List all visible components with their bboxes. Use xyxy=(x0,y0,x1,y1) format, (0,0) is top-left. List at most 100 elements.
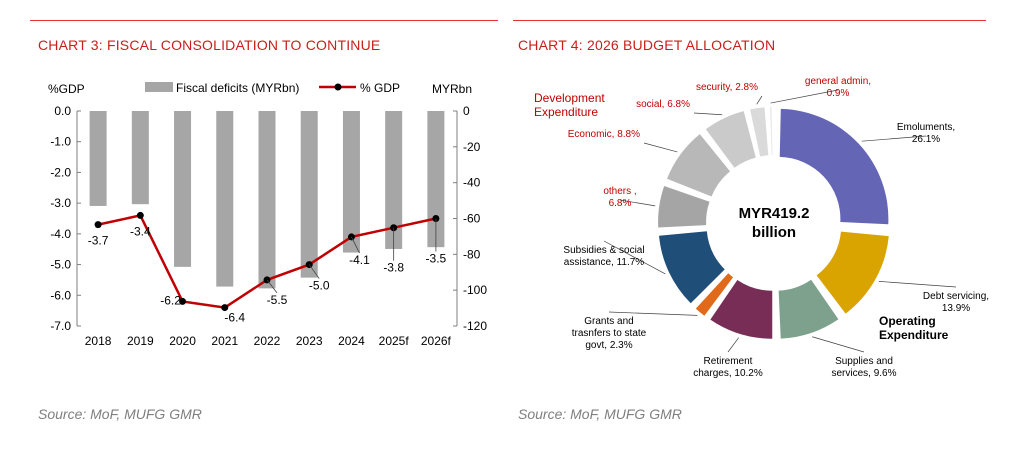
left-tick-label: -4.0 xyxy=(50,227,71,241)
chart4-plot: Emoluments, 26.1% Debt servicing, 13.9% Supp… xyxy=(534,76,989,379)
right-tick-label: -120 xyxy=(463,319,487,333)
data-label: -5.5 xyxy=(267,293,288,307)
slice-10 xyxy=(750,107,769,157)
slice-leader xyxy=(756,95,763,105)
right-tick-label: -40 xyxy=(463,176,481,190)
gdp-point-2021 xyxy=(221,304,229,312)
x-tick-label: 2020 xyxy=(169,334,196,348)
right-tick-label: -80 xyxy=(463,247,481,261)
bar-2023 xyxy=(300,111,318,278)
x-tick-label: 2023 xyxy=(296,334,323,348)
slice-8 xyxy=(666,134,731,197)
data-label: -4.1 xyxy=(349,253,370,267)
slice-leader xyxy=(878,281,957,288)
group-label-development: Development Expenditure xyxy=(534,91,605,119)
slice-leader xyxy=(608,311,698,316)
right-tick-label: -20 xyxy=(463,140,481,154)
data-label-leader xyxy=(266,279,278,294)
slice-label: social, 6.8% xyxy=(636,99,690,110)
slice-leader xyxy=(603,240,666,275)
gdp-point-2020 xyxy=(179,297,187,305)
x-tick-label: 2024 xyxy=(338,334,365,348)
slice-11 xyxy=(770,107,773,156)
x-tick-label: 2026f xyxy=(421,334,452,348)
legend-bar-label: Fiscal deficits (MYRbn) xyxy=(176,81,299,95)
data-label: -3.8 xyxy=(383,261,404,275)
slice-leader xyxy=(812,336,865,353)
center-value: MYR419.2 xyxy=(739,205,810,222)
slice-label: general admin, 0.9% xyxy=(805,76,871,99)
left-tick-label: -6.0 xyxy=(50,288,71,302)
slice-label: Supplies and services, 9.6% xyxy=(831,356,896,379)
slice-label: Emoluments, 26.1% xyxy=(897,122,955,145)
group-label-operating: Operating Expenditure xyxy=(879,314,949,342)
data-label: -6.2 xyxy=(160,293,181,307)
slice-label: Debt servicing, 13.9% xyxy=(923,291,989,314)
x-tick-label: 2021 xyxy=(211,334,238,348)
legend-line-label: % GDP xyxy=(360,81,400,95)
slice-1 xyxy=(779,108,889,225)
chart4-top-rule xyxy=(513,20,986,21)
slice-leader xyxy=(619,199,656,207)
left-tick-label: -3.0 xyxy=(50,196,71,210)
right-axis-label: MYRbn xyxy=(432,82,472,96)
gdp-point-2018 xyxy=(94,221,102,229)
x-tick-label: 2025f xyxy=(379,334,410,348)
left-tick-label: -1.0 xyxy=(50,135,71,149)
bar-2025f xyxy=(385,111,403,249)
slice-7 xyxy=(658,185,710,228)
bar-2022 xyxy=(258,111,276,289)
slice-3 xyxy=(778,279,839,339)
left-tick-label: -2.0 xyxy=(50,165,71,179)
left-tick-label: -7.0 xyxy=(50,319,71,333)
x-tick-label: 2022 xyxy=(254,334,281,348)
gdp-point-2019 xyxy=(136,211,144,219)
legend-line-marker xyxy=(334,83,342,91)
bar-2018 xyxy=(89,111,107,206)
slice-label: Economic, 8.8% xyxy=(568,129,640,140)
chart3-top-rule xyxy=(30,20,498,21)
data-label-leader xyxy=(351,236,360,254)
chart3-plot: %GDP MYRbn Fiscal deficits (MYRbn) % GDP 0.0… xyxy=(48,81,487,348)
data-label: -3.7 xyxy=(88,234,109,248)
chart3-source: Source: MoF, MUFG GMR xyxy=(38,406,202,422)
x-tick-label: 2019 xyxy=(127,334,154,348)
slice-leader xyxy=(693,112,723,116)
x-tick-label: 2018 xyxy=(85,334,112,348)
bar-2024 xyxy=(342,111,360,253)
slice-6 xyxy=(659,231,725,304)
right-tick-label: -60 xyxy=(463,212,481,226)
slice-label: Retirement charges, 10.2% xyxy=(693,356,763,379)
left-axis-label: %GDP xyxy=(48,82,85,96)
data-label: -3.5 xyxy=(426,252,447,266)
slice-label: others , 6.8% xyxy=(603,186,636,209)
gdp-point-2023 xyxy=(305,261,313,269)
legend-bar-swatch xyxy=(145,82,173,92)
left-tick-label: 0.0 xyxy=(54,104,71,118)
slice-4 xyxy=(710,279,773,339)
data-label-leader xyxy=(308,264,320,279)
slice-label: Grants and trasnfers to state govt, 2.3% xyxy=(572,316,647,351)
data-label: -5.0 xyxy=(309,279,330,293)
left-tick-label: -5.0 xyxy=(50,258,71,272)
bar-2021 xyxy=(216,111,234,287)
right-tick-label: -100 xyxy=(463,283,487,297)
chart3-title: CHART 3: FISCAL CONSOLIDATION TO CONTINU… xyxy=(38,37,381,53)
slice-leader xyxy=(643,142,678,153)
center-unit: billion xyxy=(752,224,796,241)
data-label: -6.4 xyxy=(224,311,245,325)
chart4-source: Source: MoF, MUFG GMR xyxy=(518,406,682,422)
slice-leader xyxy=(861,135,927,142)
slice-leader xyxy=(727,337,739,353)
bar-2020 xyxy=(174,111,192,267)
slice-label: security, 2.8% xyxy=(696,82,758,93)
right-tick-label: 0 xyxy=(463,104,470,118)
slice-5 xyxy=(695,273,734,316)
slice-2 xyxy=(816,231,889,314)
slice-label: Subsidies & social assistance, 11.7% xyxy=(563,245,644,268)
data-label: -3.4 xyxy=(130,224,151,238)
bar-2019 xyxy=(131,111,149,205)
slice-9 xyxy=(705,111,756,168)
bar-2026f xyxy=(427,111,445,248)
slice-leader xyxy=(770,89,839,104)
